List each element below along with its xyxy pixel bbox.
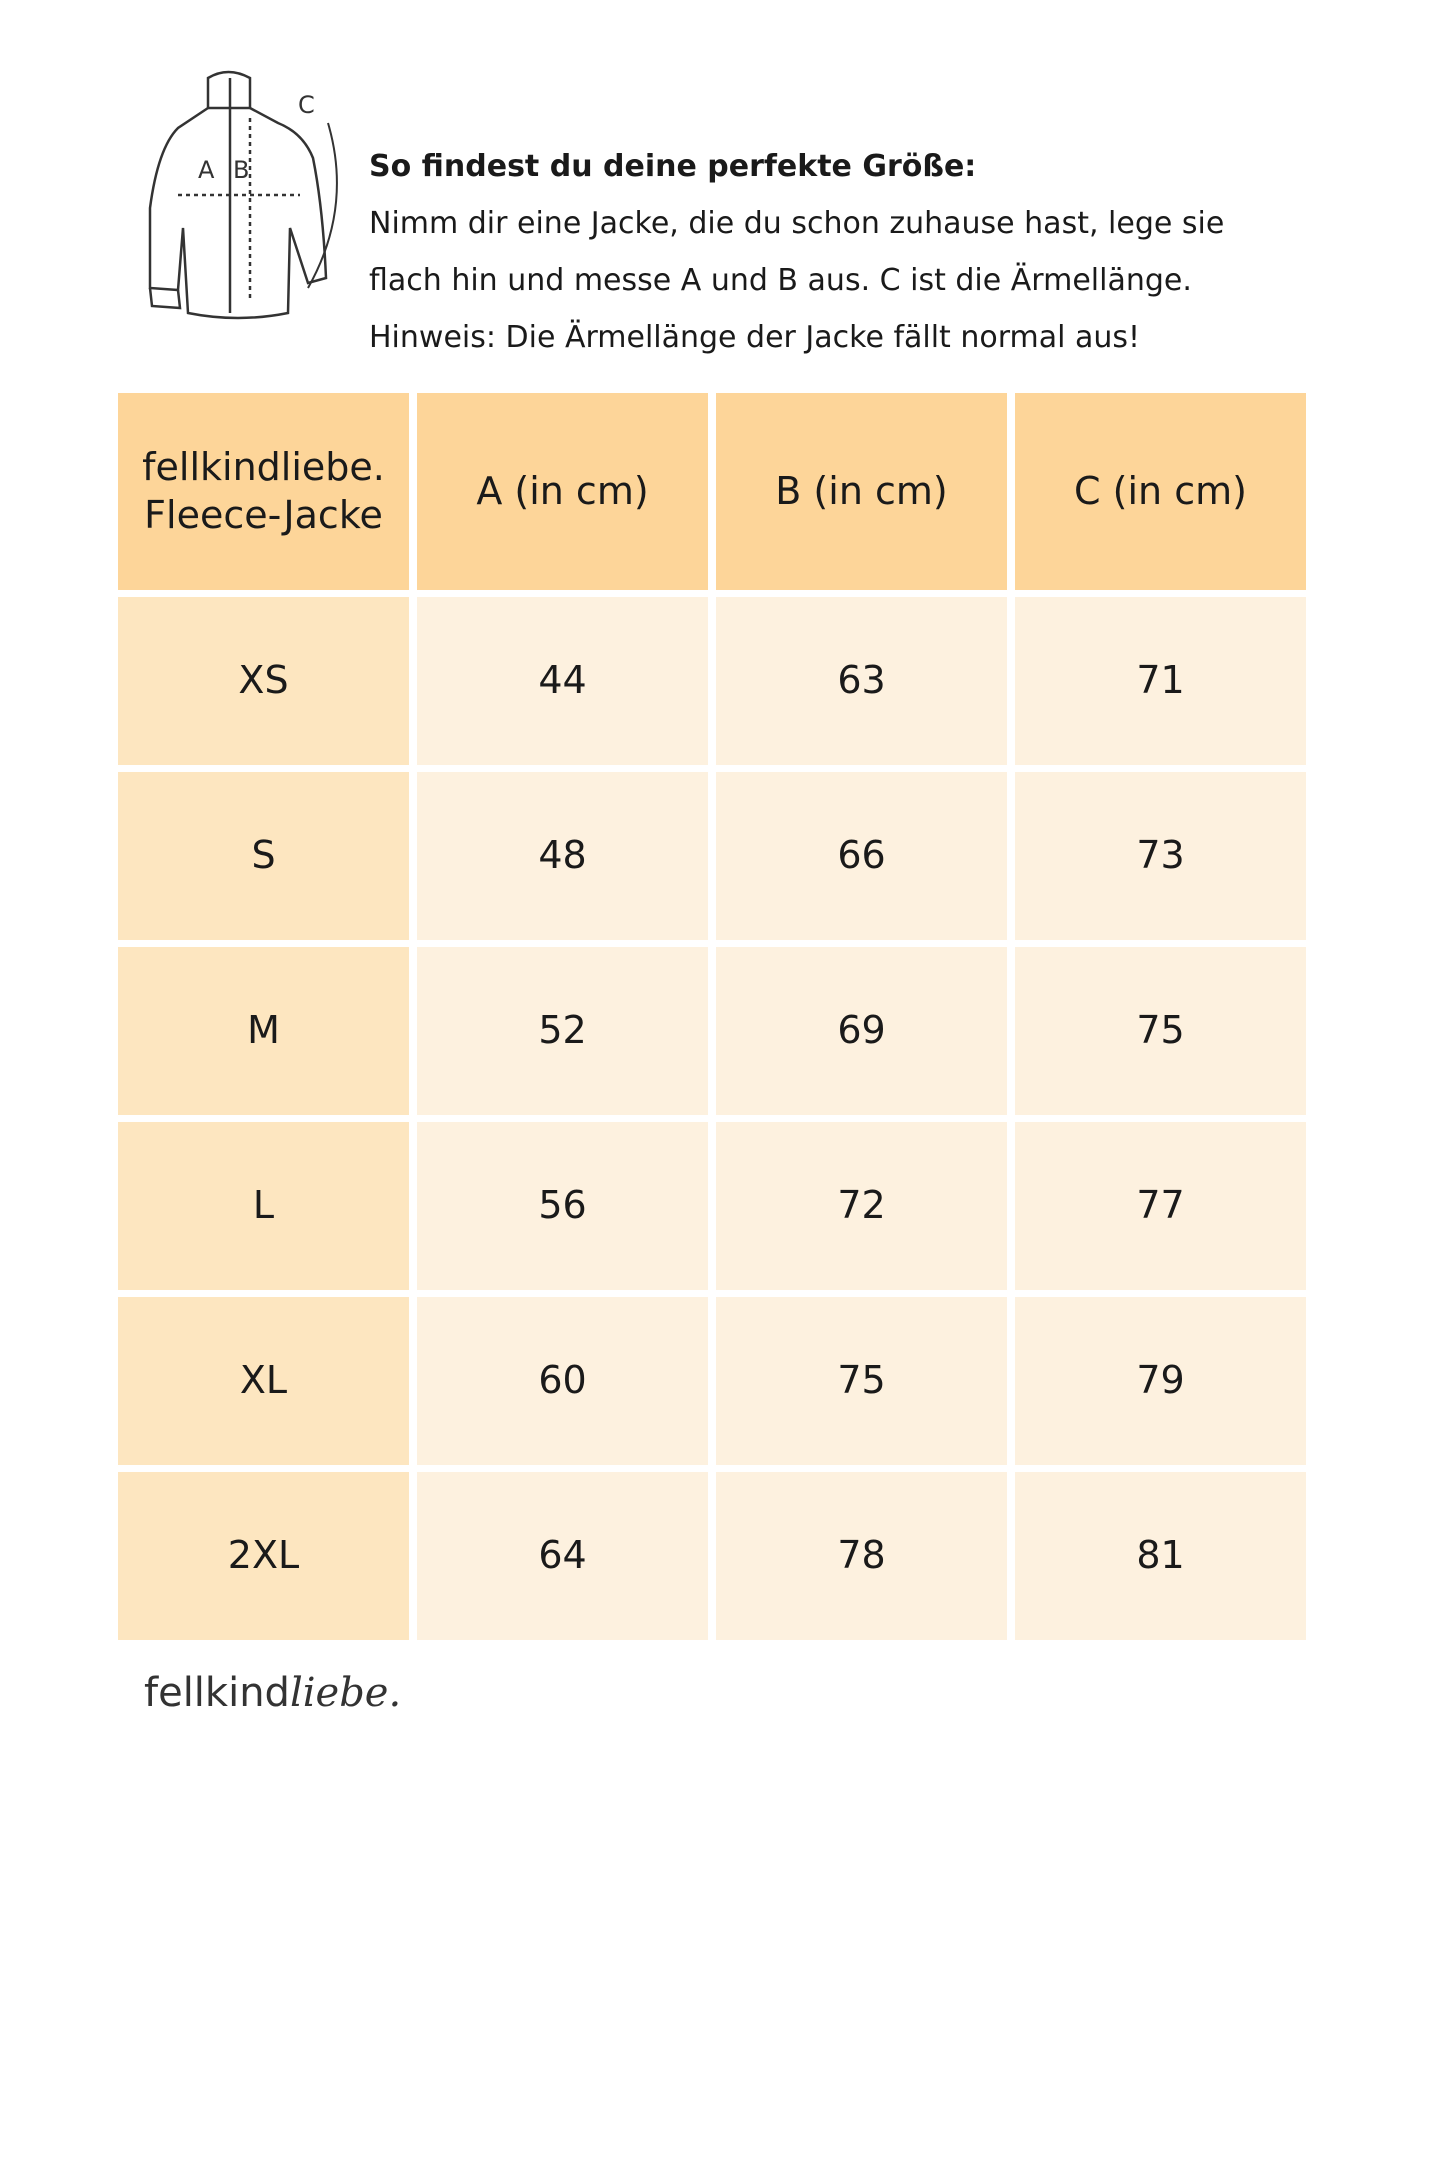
value-cell: 48 (417, 772, 708, 940)
value-cell: 71 (1015, 597, 1306, 765)
value-cell: 72 (716, 1122, 1007, 1290)
size-table: fellkindliebe. Fleece-Jacke A (in cm) B (i… (118, 393, 1306, 1640)
value-cell: 69 (716, 947, 1007, 1115)
size-cell: 2XL (118, 1472, 409, 1640)
intro-title: So findest du deine perfekte Größe: (369, 149, 977, 184)
value-cell: 63 (716, 597, 1007, 765)
value-cell: 78 (716, 1472, 1007, 1640)
logo-main: fellkind (144, 1670, 290, 1716)
intro-line: Hinweis: Die Ärmellänge der Jacke fällt … (369, 320, 1141, 355)
logo-script: liebe. (289, 1670, 402, 1716)
value-cell: 79 (1015, 1297, 1306, 1465)
intro: So findest du deine perfekte Größe: Nimm… (369, 138, 1369, 366)
value-cell: 44 (417, 597, 708, 765)
header-cell: A (in cm) (417, 393, 708, 590)
value-cell: 60 (417, 1297, 708, 1465)
value-cell: 75 (716, 1297, 1007, 1465)
label-a: A (198, 156, 215, 184)
value-cell: 56 (417, 1122, 708, 1290)
size-cell: XL (118, 1297, 409, 1465)
logo: fellkindliebe. (144, 1670, 401, 1716)
header-cell: B (in cm) (716, 393, 1007, 590)
value-cell: 66 (716, 772, 1007, 940)
intro-line: flach hin und messe A und B aus. C ist d… (369, 263, 1192, 298)
value-cell: 81 (1015, 1472, 1306, 1640)
intro-line: Nimm dir eine Jacke, die du schon zuhaus… (369, 206, 1225, 241)
label-c: C (298, 91, 315, 119)
jacket-illustration: A B C (148, 70, 338, 320)
value-cell: 52 (417, 947, 708, 1115)
value-cell: 64 (417, 1472, 708, 1640)
label-b: B (233, 156, 249, 184)
value-cell: 75 (1015, 947, 1306, 1115)
size-cell: XS (118, 597, 409, 765)
header-cell: fellkindliebe. Fleece-Jacke (118, 393, 409, 590)
size-cell: M (118, 947, 409, 1115)
value-cell: 77 (1015, 1122, 1306, 1290)
value-cell: 73 (1015, 772, 1306, 940)
size-cell: S (118, 772, 409, 940)
header-cell: C (in cm) (1015, 393, 1306, 590)
size-cell: L (118, 1122, 409, 1290)
